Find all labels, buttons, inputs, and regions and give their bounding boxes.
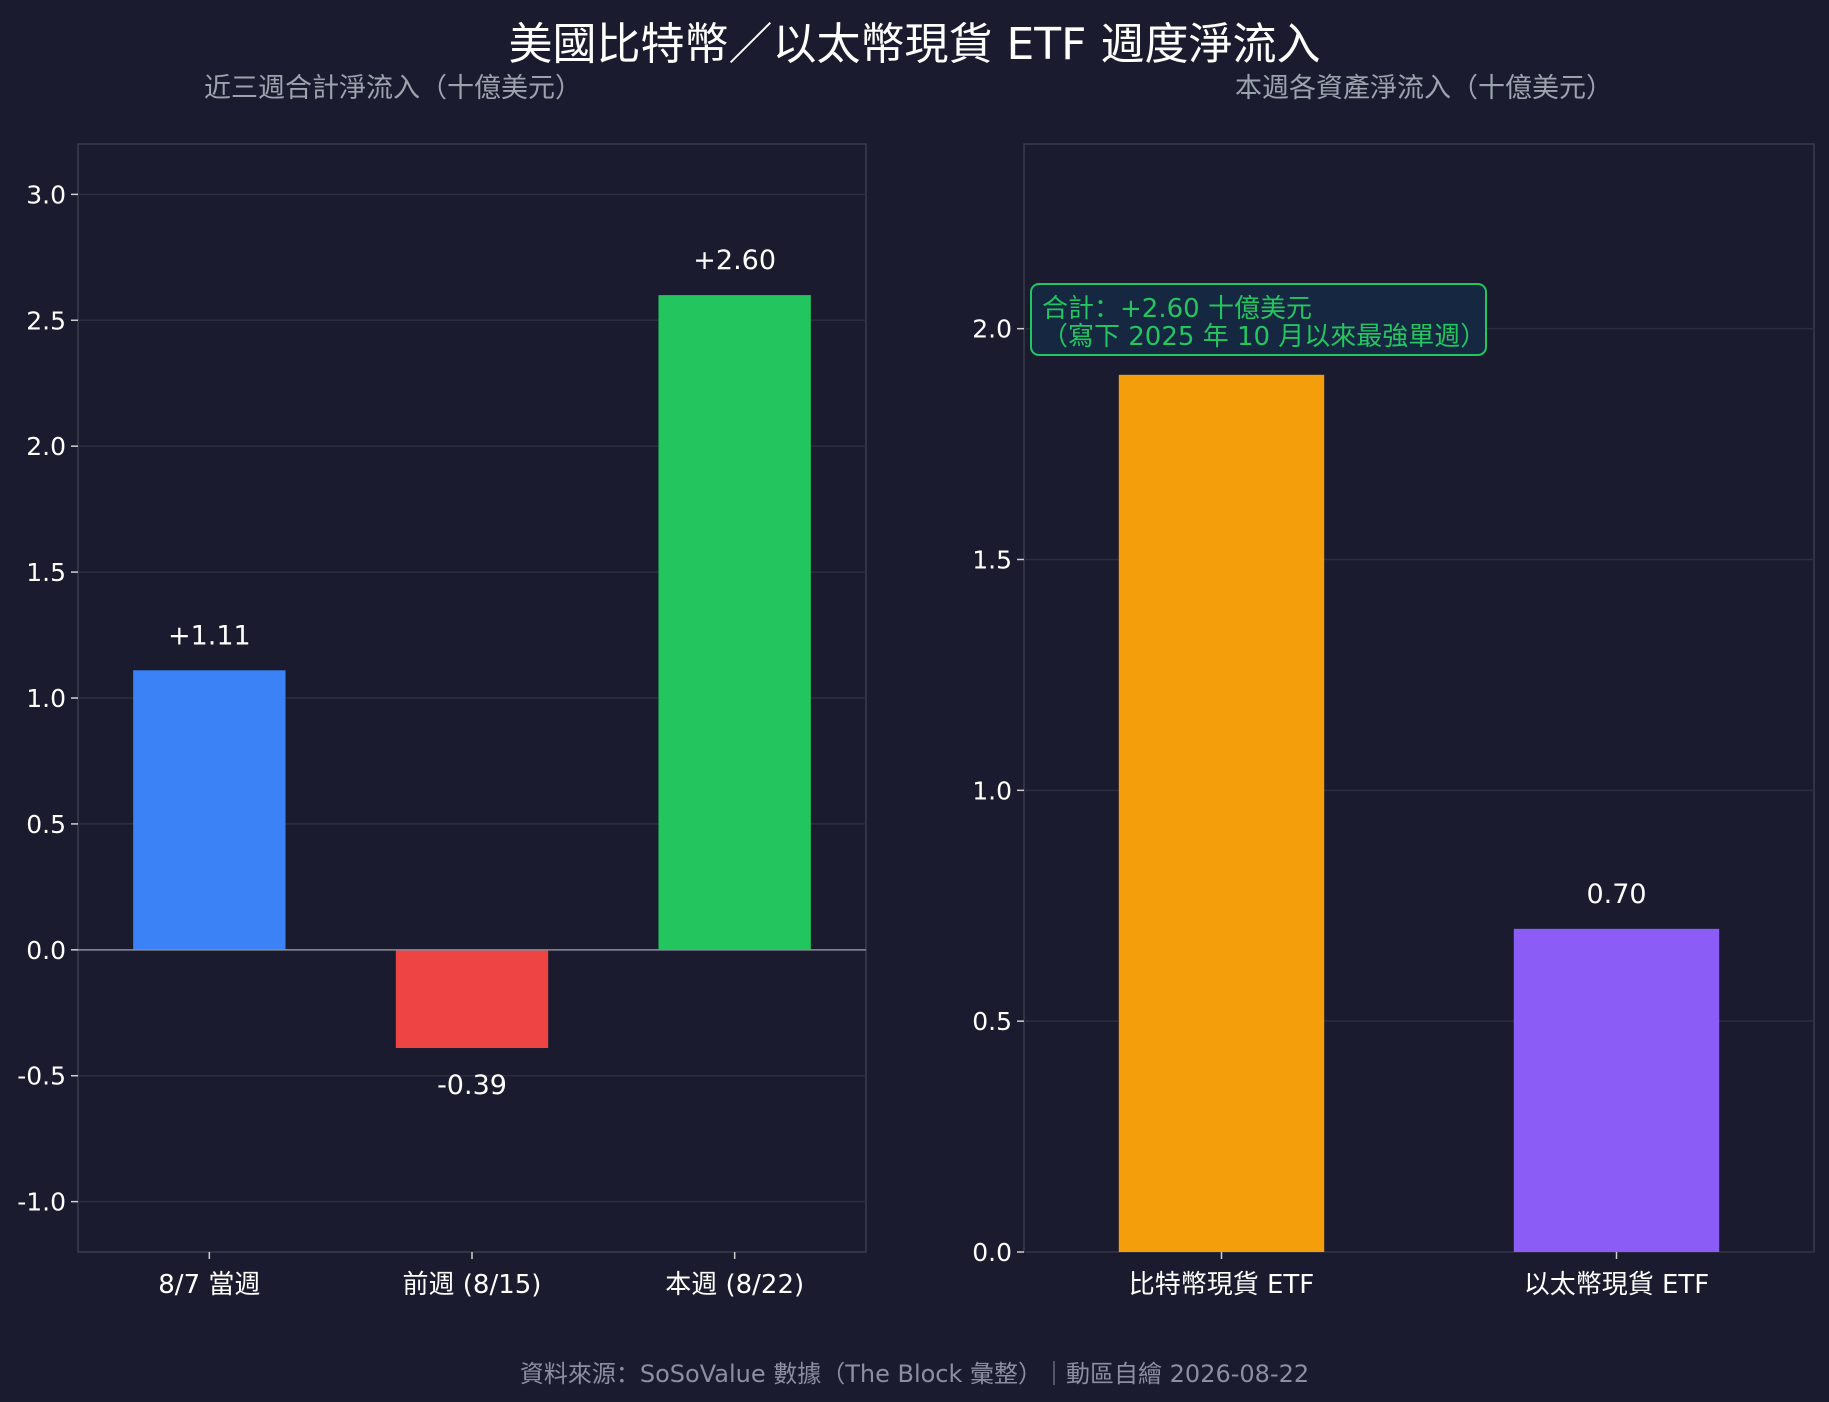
left-y-tick-label: 1.0 <box>26 684 66 713</box>
left-x-tick-label: 本週 (8/22) <box>665 1270 804 1300</box>
right-bar-1 <box>1118 374 1325 1252</box>
left-x-tick-label: 前週 (8/15) <box>403 1270 542 1300</box>
total-annotation-box: 合計：+2.60 十億美元 （寫下 2025 年 10 月以來最強單週） <box>1030 283 1487 356</box>
right-y-tick-label: 2.0 <box>972 315 1012 344</box>
left-y-tick-label: 0.0 <box>26 936 66 965</box>
annotation-line-1: 合計：+2.60 十億美元 <box>1042 294 1312 324</box>
left-y-tick-label: -0.5 <box>17 1062 66 1091</box>
right-chart-title: 本週各資產淨流入（十億美元） <box>1235 73 1613 104</box>
right-x-tick-label: 比特幣現貨 ETF <box>1129 1270 1315 1300</box>
left-y-tick-label: 2.0 <box>26 432 66 461</box>
left-bar-1 <box>133 670 286 950</box>
right-y-tick-label: 0.0 <box>972 1238 1012 1267</box>
annotation-line-2: （寫下 2025 年 10 月以來最強單週） <box>1042 322 1487 352</box>
left-y-tick-label: 0.5 <box>26 810 66 839</box>
chart-title: 美國比特幣／以太幣現貨 ETF 週度淨流入 <box>508 19 1321 70</box>
right-y-tick-label: 0.5 <box>972 1007 1012 1036</box>
right-y-tick-label: 1.0 <box>972 776 1012 805</box>
source-footer: 資料來源：SoSoValue 數據（The Block 彙整）｜動區自繪 202… <box>519 1360 1310 1388</box>
left-y-tick-label: 1.5 <box>26 558 66 587</box>
right-y-tick-label: 1.5 <box>972 546 1012 575</box>
left-data-label-1: +1.11 <box>168 620 251 651</box>
left-chart-title: 近三週合計淨流入（十億美元） <box>204 73 582 104</box>
left-y-tick-label: 3.0 <box>26 180 66 209</box>
left-data-label-3: +2.60 <box>693 245 776 276</box>
right-bar-2 <box>1513 928 1720 1252</box>
left-bar-3 <box>658 295 811 950</box>
left-bar-2 <box>395 949 549 1049</box>
left-data-label-2: -0.39 <box>437 1070 507 1101</box>
right-data-label-2: 0.70 <box>1586 879 1646 910</box>
left-bar-chart: -1.0 -0.5 0.0 0.5 1.0 1.5 2.0 2.5 3.0 8/7 當週 前週 (8… <box>17 143 867 1300</box>
left-y-tick-label: -1.0 <box>17 1188 66 1217</box>
left-x-tick-label: 8/7 當週 <box>158 1270 260 1300</box>
left-y-tick-label: 2.5 <box>26 306 66 335</box>
right-x-tick-label: 以太幣現貨 ETF <box>1524 1270 1710 1300</box>
